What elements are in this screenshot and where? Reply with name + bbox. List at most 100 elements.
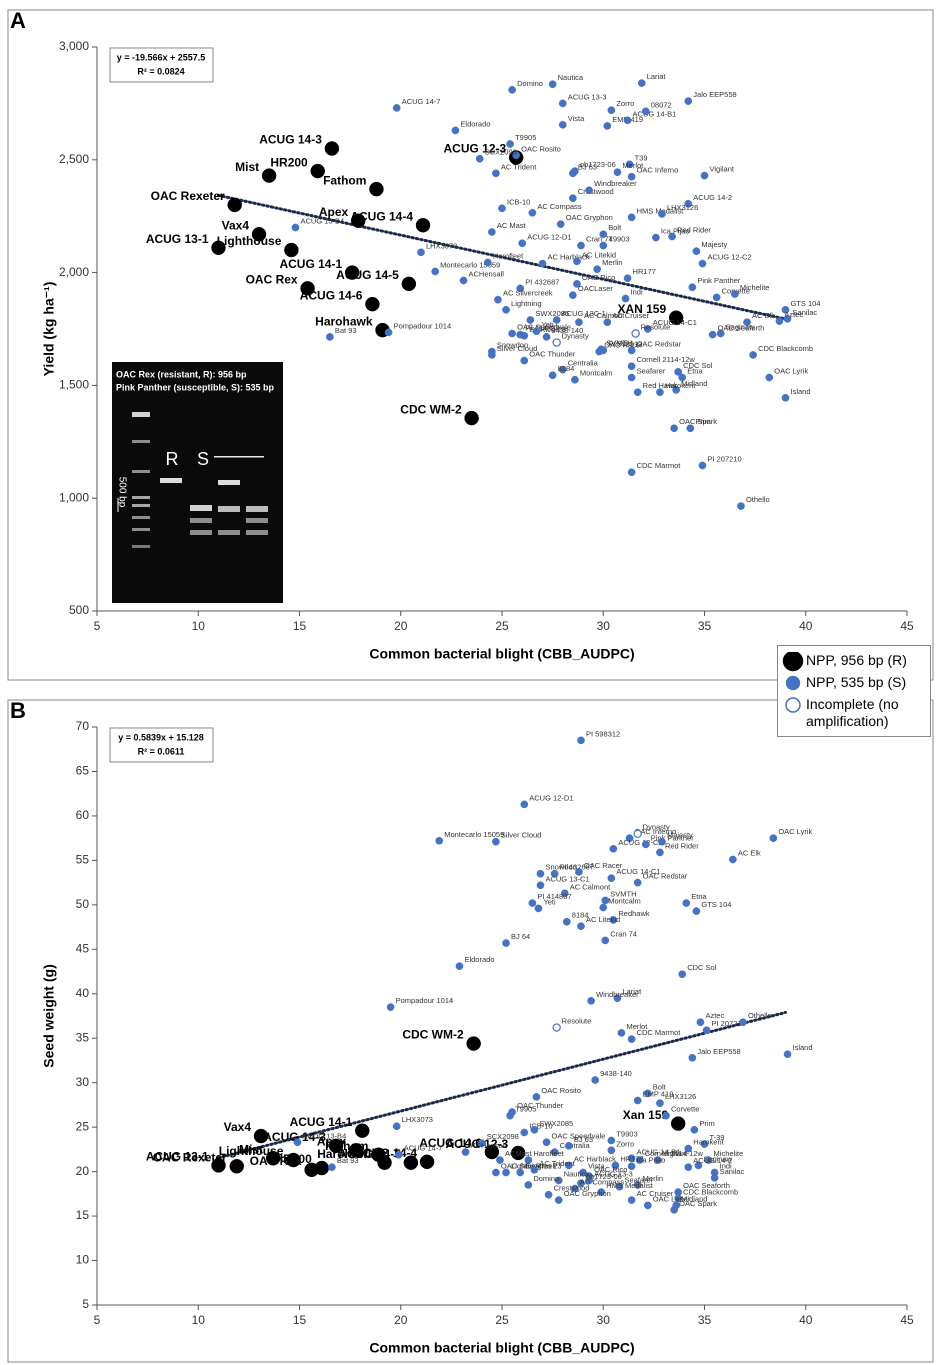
y-tick-label: 2,500 xyxy=(59,152,89,166)
point-label: PI 207210 xyxy=(707,454,741,463)
data-point xyxy=(585,187,592,194)
point-label: Majesty xyxy=(701,240,727,249)
point-label: Majesty xyxy=(667,831,693,840)
data-point xyxy=(420,1155,434,1169)
data-point xyxy=(467,1037,481,1051)
data-point xyxy=(543,333,550,340)
point-label: ACUG 14-5 xyxy=(336,268,399,282)
data-point xyxy=(559,121,566,128)
point-label: Crestwood xyxy=(578,187,614,196)
y-tick-label: 3,000 xyxy=(59,39,89,53)
point-label: Indi xyxy=(631,288,643,297)
point-label: HR200 xyxy=(274,1152,312,1166)
point-label: Windbreaker xyxy=(594,179,637,188)
data-point xyxy=(577,242,584,249)
lane-label: R xyxy=(166,449,179,469)
point-label: ACUG 14-1 xyxy=(290,1115,353,1129)
data-point xyxy=(713,294,720,301)
data-point xyxy=(533,328,540,335)
legend: NPP, 956 bp (R)NPP, 535 bp (S)Incomplete… xyxy=(777,645,931,737)
data-point xyxy=(549,81,556,88)
point-label: Othello xyxy=(748,1011,772,1020)
point-label: AC Compass xyxy=(537,202,581,211)
inset-caption: OAC Rex (resistant, R): 956 bp xyxy=(116,369,247,379)
point-label: Island xyxy=(791,387,811,396)
data-point xyxy=(531,1166,538,1173)
data-point xyxy=(628,374,635,381)
point-label: ACHensall xyxy=(469,269,505,278)
y-tick-label: 55 xyxy=(76,853,90,867)
point-label: LHX3126 xyxy=(667,203,698,212)
point-label: T9903 xyxy=(616,1129,637,1138)
data-point xyxy=(685,98,692,105)
point-label: ACUG 14-4 xyxy=(350,209,413,223)
point-label: ACHensall xyxy=(471,1141,507,1150)
panel-frame xyxy=(8,700,933,1362)
data-point xyxy=(703,1027,710,1034)
point-label: Montcalm xyxy=(608,896,641,905)
data-point xyxy=(634,389,641,396)
data-point xyxy=(776,318,783,325)
point-label: Mist xyxy=(235,160,259,174)
data-point xyxy=(502,306,509,313)
point-label: HR177 xyxy=(633,267,656,276)
data-point xyxy=(393,104,400,111)
data-point xyxy=(588,997,595,1004)
point-label: ACUG 14-7 xyxy=(402,97,441,106)
y-axis-title: Seed weight (g) xyxy=(41,964,57,1067)
point-label: Island xyxy=(793,1043,813,1052)
legend-entry: NPP, 535 bp (S) xyxy=(782,674,928,694)
data-point xyxy=(691,1126,698,1133)
point-label: Lariat xyxy=(647,72,667,81)
point-label: ACUG 12-D1 xyxy=(527,232,571,241)
data-point xyxy=(492,170,499,177)
data-point xyxy=(608,875,615,882)
data-point xyxy=(417,249,424,256)
point-label: CDC Marmot xyxy=(637,461,682,470)
data-point xyxy=(693,248,700,255)
data-point xyxy=(553,339,560,346)
data-point xyxy=(683,899,690,906)
point-label: AC Calmont xyxy=(570,882,611,891)
data-point xyxy=(228,198,242,212)
point-label: Vigilant xyxy=(710,165,735,174)
y-tick-label: 45 xyxy=(76,941,90,955)
point-label: Dynasty xyxy=(643,823,670,832)
data-point xyxy=(502,1169,509,1176)
point-label: AC Trident xyxy=(539,1159,575,1168)
data-point xyxy=(592,1076,599,1083)
data-point xyxy=(729,856,736,863)
point-label: LHX3073 xyxy=(426,241,457,250)
point-label: Vigilant xyxy=(663,1149,688,1158)
lane-label: S xyxy=(197,449,209,469)
y-tick-label: 70 xyxy=(76,719,90,733)
data-point xyxy=(628,1036,635,1043)
x-tick-label: 45 xyxy=(900,619,914,633)
data-point xyxy=(519,240,526,247)
y-tick-label: 65 xyxy=(76,764,90,778)
point-label: Lightning xyxy=(511,299,541,308)
data-point xyxy=(452,127,459,134)
data-point xyxy=(492,1169,499,1176)
point-label: Domino xyxy=(533,1174,559,1183)
y-tick-label: 1,000 xyxy=(59,490,89,504)
point-label: Zorro xyxy=(616,1139,634,1148)
data-point xyxy=(642,841,649,848)
data-point xyxy=(294,1139,301,1146)
data-point xyxy=(488,348,495,355)
point-label: GTS 104 xyxy=(701,900,731,909)
data-point xyxy=(602,937,609,944)
y-tick-label: 35 xyxy=(76,1030,90,1044)
data-point xyxy=(689,284,696,291)
data-point xyxy=(608,1137,615,1144)
data-point xyxy=(507,140,514,147)
point-label: BJ 63 xyxy=(574,1135,593,1144)
data-point xyxy=(492,838,499,845)
data-point xyxy=(671,1117,685,1131)
point-label: Red Rider xyxy=(677,225,711,234)
point-label: Harofleet xyxy=(493,251,524,260)
point-label: Lighthouse xyxy=(217,234,282,248)
point-label: CDC WM-2 xyxy=(400,402,462,416)
equation: y = 0.5839x + 15.128 xyxy=(118,732,204,742)
data-point xyxy=(462,1148,469,1155)
